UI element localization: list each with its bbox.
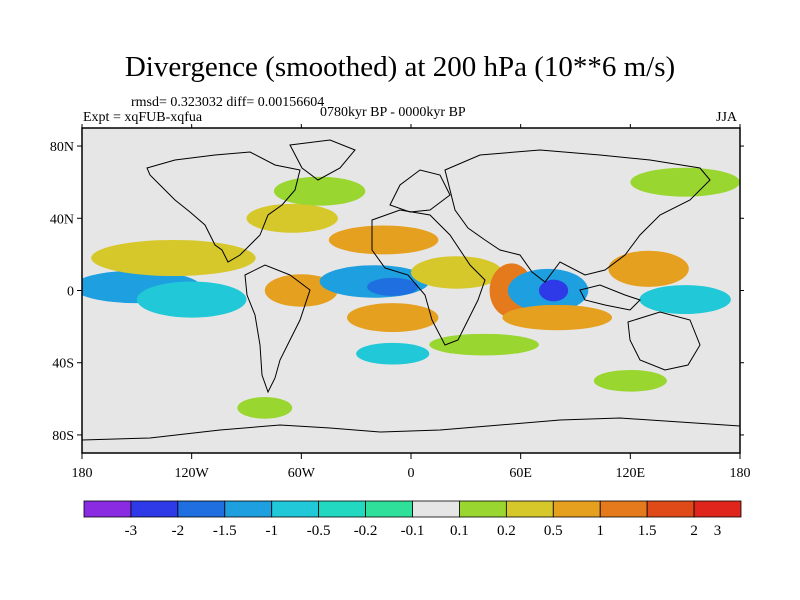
- coast-australia: [627, 311, 701, 371]
- colorbar-label: 0.2: [497, 523, 516, 539]
- field-region: [328, 225, 439, 255]
- colorbar-label: -0.5: [307, 523, 331, 539]
- colorbar-swatch: [599, 500, 648, 518]
- y-tick-label: 0: [67, 285, 74, 300]
- y-tick-label: 40S: [52, 357, 74, 372]
- field-region: [502, 304, 613, 331]
- field-region: [273, 176, 366, 206]
- axis-ticks: 180 120W 60W 0 60E 120E 180 80N 40N 0 40S 80S: [50, 124, 751, 481]
- colorbar-label: -1.5: [213, 523, 237, 539]
- field-region: [347, 303, 439, 333]
- colorbar: -3 -2 -1.5 -1 -0.5 -0.2 -0.1 0.1 0.2 0.5 1 1.5 2 3: [83, 500, 742, 539]
- colorbar-swatch: [318, 500, 366, 518]
- field-region: [538, 279, 569, 302]
- colorbar-swatch: [459, 500, 507, 518]
- colorbar-swatch: [365, 500, 413, 518]
- field-region: [136, 281, 247, 318]
- coast-asia: [444, 149, 711, 283]
- colorbar-label: -1: [265, 523, 278, 539]
- colorbar-swatch: [130, 500, 179, 518]
- field-region: [91, 239, 256, 277]
- colorbar-swatch: [271, 500, 320, 518]
- field-region: [367, 277, 419, 296]
- x-tick-label: 60W: [288, 466, 316, 481]
- field-region: [237, 397, 293, 419]
- stats-text: rmsd= 0.323032 diff= 0.00156604: [131, 95, 325, 110]
- colorbar-swatch: [693, 500, 742, 518]
- colorbar-swatch: [412, 500, 460, 518]
- field-region: [356, 342, 430, 365]
- field-region: [429, 333, 539, 356]
- coast-antarctica: [82, 417, 740, 441]
- colorbar-swatch: [224, 500, 273, 518]
- coastlines: [82, 139, 740, 441]
- colorbar-label: -0.1: [401, 523, 425, 539]
- colorbar-label: 0.1: [450, 523, 469, 539]
- x-tick-label: 180: [730, 466, 751, 481]
- colorbar-label: -3: [125, 523, 138, 539]
- field-region: [639, 285, 731, 314]
- coast-north-america: [146, 151, 301, 263]
- period-label: 0780kyr BP - 0000kyr BP: [320, 105, 466, 120]
- coast-europe: [389, 169, 451, 213]
- colorbar-swatch: [646, 500, 695, 518]
- colorbar-swatch: [505, 500, 554, 518]
- field-region: [593, 369, 667, 392]
- field-layer: [82, 167, 740, 419]
- colorbar-label: 1: [596, 523, 604, 539]
- field-region: [608, 250, 689, 287]
- colorbar-label: -2: [172, 523, 185, 539]
- x-tick-label: 0: [408, 466, 415, 481]
- coast-south-america: [244, 264, 311, 394]
- field-region: [264, 274, 338, 307]
- field-region: [411, 256, 503, 289]
- colorbar-label: 1.5: [638, 523, 657, 539]
- y-tick-label: 40N: [50, 212, 74, 227]
- colorbar-swatch: [177, 500, 226, 518]
- colorbar-label: 0.5: [544, 523, 563, 539]
- field-region: [246, 203, 338, 233]
- colorbar-swatch: [83, 500, 132, 518]
- chart-title: Divergence (smoothed) at 200 hPa (10**6 …: [124, 51, 676, 83]
- field-region: [630, 167, 740, 197]
- season-label: JJA: [716, 110, 738, 125]
- coast-greenland: [289, 139, 356, 181]
- y-tick-label: 80S: [52, 429, 74, 444]
- x-tick-label: 60E: [509, 466, 532, 481]
- experiment-label: Expt = xqFUB-xqfua: [83, 110, 203, 125]
- y-tick-label: 80N: [50, 140, 74, 155]
- x-tick-label: 180: [72, 466, 93, 481]
- x-tick-label: 120E: [616, 466, 646, 481]
- coast-africa: [371, 209, 486, 346]
- coast-indonesia: [579, 284, 641, 311]
- colorbar-label: 3: [714, 523, 722, 539]
- colorbar-label: -0.2: [354, 523, 378, 539]
- x-tick-label: 120W: [175, 466, 210, 481]
- colorbar-label: 2: [690, 523, 698, 539]
- colorbar-swatch: [552, 500, 601, 518]
